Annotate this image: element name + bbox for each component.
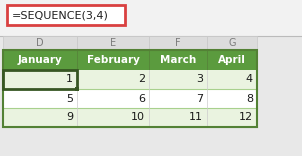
Bar [207, 70, 257, 89]
Text: 2: 2 [138, 75, 145, 85]
Bar [149, 70, 207, 89]
Text: G: G [228, 38, 236, 48]
Bar [7, 5, 125, 25]
Text: 7: 7 [196, 93, 203, 103]
Text: January: January [18, 55, 63, 65]
Bar [3, 50, 257, 127]
Text: F: F [175, 38, 181, 48]
Text: 11: 11 [189, 112, 203, 122]
Bar [3, 108, 77, 127]
Bar [207, 50, 257, 70]
Text: 9: 9 [66, 112, 73, 122]
Bar [77, 70, 149, 89]
Bar [75, 87, 79, 91]
Bar [149, 108, 207, 127]
Text: 8: 8 [246, 93, 253, 103]
Bar [3, 70, 77, 89]
Text: D: D [36, 38, 44, 48]
Text: March: March [160, 55, 196, 65]
Bar [149, 89, 207, 108]
Text: 5: 5 [66, 93, 73, 103]
Text: February: February [87, 55, 140, 65]
Bar [207, 108, 257, 127]
Text: 4: 4 [246, 75, 253, 85]
Bar [149, 50, 207, 70]
Text: 3: 3 [196, 75, 203, 85]
Text: =SEQUENCE(3,4): =SEQUENCE(3,4) [12, 10, 109, 20]
Bar [3, 36, 77, 50]
Bar [3, 89, 77, 108]
Text: E: E [110, 38, 116, 48]
Bar [3, 70, 77, 89]
Bar [77, 50, 149, 70]
Bar [3, 50, 77, 70]
Bar [77, 89, 149, 108]
Bar [77, 36, 149, 50]
Bar [207, 36, 257, 50]
Bar [0, 0, 302, 36]
Text: 6: 6 [138, 93, 145, 103]
Bar [207, 89, 257, 108]
Bar [149, 36, 207, 50]
Bar [77, 108, 149, 127]
Text: 10: 10 [131, 112, 145, 122]
Text: 1: 1 [66, 75, 73, 85]
Text: April: April [218, 55, 246, 65]
Text: 12: 12 [239, 112, 253, 122]
